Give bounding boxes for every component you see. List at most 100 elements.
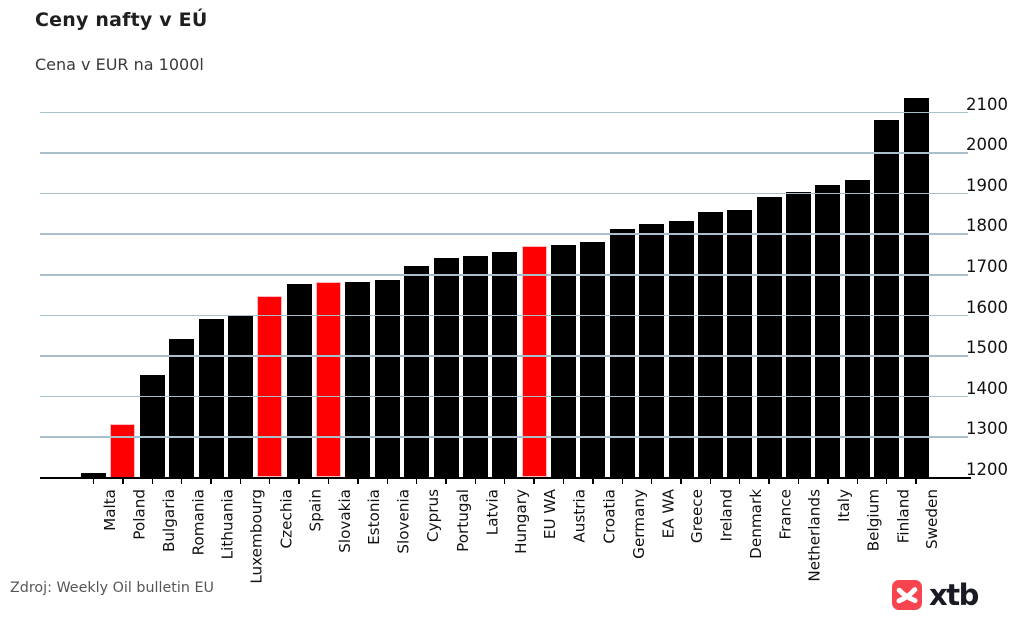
x-tick-poland xyxy=(122,478,124,484)
x-label-germany: Germany xyxy=(629,489,648,559)
x-tick-portugal xyxy=(445,478,447,484)
x-label-eu-wa: EU WA xyxy=(541,489,560,540)
x-label-finland: Finland xyxy=(894,489,913,544)
x-tick-croatia xyxy=(592,478,594,484)
x-label-estonia: Estonia xyxy=(365,489,384,545)
bar-finland xyxy=(874,120,900,478)
gridline-1300 xyxy=(40,436,968,438)
x-tick-romania xyxy=(180,478,183,484)
y-label-2100: 2100 xyxy=(966,94,1008,114)
x-label-france: France xyxy=(776,489,795,540)
bar-france xyxy=(756,197,782,478)
x-tick-slovakia xyxy=(327,478,330,484)
bar-czechia xyxy=(257,295,283,478)
bar-portugal xyxy=(433,257,459,478)
x-label-ea-wa: EA WA xyxy=(659,489,678,539)
bar-greece xyxy=(668,221,694,478)
bar-spain xyxy=(286,283,312,478)
bar-slovenia xyxy=(374,280,400,478)
y-label-1500: 1500 xyxy=(966,338,1008,357)
bar-estonia xyxy=(345,281,371,478)
x-tick-hungary xyxy=(504,478,506,484)
gridline-2100 xyxy=(40,111,968,114)
bar-ea-wa xyxy=(639,224,665,478)
x-label-slovenia: Slovenia xyxy=(394,489,413,554)
bar-austria xyxy=(551,244,576,478)
bar-bulgaria xyxy=(139,375,165,478)
x-label-portugal: Portugal xyxy=(453,489,472,552)
gridline-1400 xyxy=(40,395,968,398)
x-tick-austria xyxy=(562,478,565,484)
x-tick-czechia xyxy=(269,478,271,484)
x-tick-denmark xyxy=(739,478,741,484)
bar-sweden xyxy=(903,97,929,478)
gridline-1600 xyxy=(40,314,968,316)
x-tick-luxembourg xyxy=(239,478,242,484)
bar-germany xyxy=(609,229,635,478)
x-label-hungary: Hungary xyxy=(512,489,531,554)
x-tick-germany xyxy=(621,478,623,484)
y-label-1700: 1700 xyxy=(966,256,1008,276)
x-tick-finland xyxy=(885,478,888,484)
brand-wordmark: xtb xyxy=(929,578,979,612)
x-label-latvia: Latvia xyxy=(482,489,501,536)
gridline-2000 xyxy=(40,152,968,154)
bar-romania xyxy=(169,339,195,478)
x-label-romania: Romania xyxy=(189,489,208,556)
bar-eu-wa xyxy=(521,245,547,478)
y-label-1400: 1400 xyxy=(966,378,1008,398)
bar-ireland xyxy=(697,211,723,478)
y-label-2000: 2000 xyxy=(966,135,1008,155)
bar-italy xyxy=(815,185,841,478)
x-tick-malta xyxy=(92,478,95,484)
gridline-1800 xyxy=(40,233,968,235)
x-tick-spain xyxy=(298,478,300,484)
source-note: Zdroj: Weekly Oil bulletin EU xyxy=(10,580,214,596)
y-label-1300: 1300 xyxy=(966,419,1008,439)
gridline-1700 xyxy=(40,274,968,276)
x-tick-belgium xyxy=(856,478,858,484)
gridline-1900 xyxy=(40,192,968,195)
x-label-luxembourg: Luxembourg xyxy=(247,489,266,584)
x-tick-lithuania xyxy=(210,478,212,484)
x-tick-cyprus xyxy=(415,478,418,484)
x-tick-sweden xyxy=(915,478,917,484)
x-tick-ea-wa xyxy=(650,478,653,484)
x-tick-estonia xyxy=(357,478,359,484)
x-label-croatia: Croatia xyxy=(600,489,619,544)
x-label-ireland: Ireland xyxy=(717,489,736,542)
chart-title: Ceny nafty v EÚ xyxy=(35,9,208,31)
x-tick-greece xyxy=(680,478,682,484)
chart-subtitle: Cena v EUR na 1000l xyxy=(35,55,204,74)
x-label-austria: Austria xyxy=(571,489,589,543)
x-label-denmark: Denmark xyxy=(747,489,766,559)
x-tick-ireland xyxy=(709,478,712,484)
bar-belgium xyxy=(844,179,870,478)
xtb-logo-icon xyxy=(892,580,922,610)
x-label-malta: Malta xyxy=(101,489,119,531)
x-label-italy: Italy xyxy=(835,489,854,522)
bar-cyprus xyxy=(404,266,430,478)
x-tick-netherlands xyxy=(797,478,800,484)
bar-latvia xyxy=(462,256,488,478)
y-label-1900: 1900 xyxy=(966,175,1008,195)
x-tick-eu-wa xyxy=(533,478,535,484)
bar-malta xyxy=(81,472,106,478)
bar-hungary xyxy=(492,252,518,478)
x-tick-italy xyxy=(827,478,829,484)
x-tick-bulgaria xyxy=(151,478,153,484)
x-tick-france xyxy=(768,478,770,484)
bar-slovakia xyxy=(316,282,341,478)
y-label-1600: 1600 xyxy=(966,297,1008,317)
x-label-poland: Poland xyxy=(130,489,149,540)
y-label-1200: 1200 xyxy=(966,459,1008,479)
x-label-greece: Greece xyxy=(688,489,707,544)
x-label-belgium: Belgium xyxy=(864,489,883,552)
bar-lithuania xyxy=(198,319,224,478)
x-label-cyprus: Cyprus xyxy=(424,489,443,543)
x-label-sweden: Sweden xyxy=(923,489,942,550)
bar-denmark xyxy=(727,209,753,478)
x-label-czechia: Czechia xyxy=(277,489,296,549)
